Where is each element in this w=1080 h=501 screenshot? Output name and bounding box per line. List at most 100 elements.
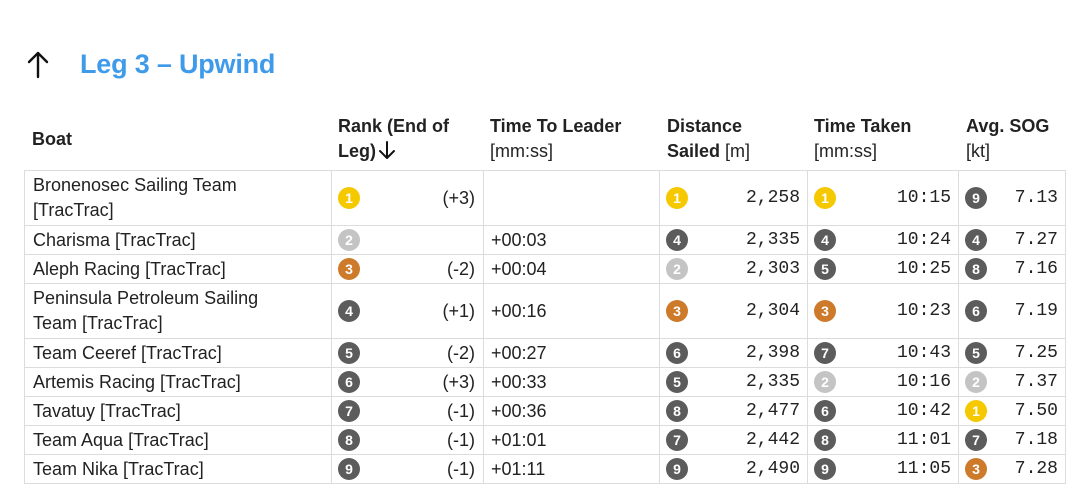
time-to-leader-value: +00:16 [491, 300, 547, 321]
time-taken-cell: 7 10:43 [807, 338, 959, 368]
distance-value: 2,477 [745, 401, 800, 421]
sog-value: 7.13 [1014, 188, 1058, 208]
boat-name-line1: Team Aqua [TracTrac] [33, 429, 209, 450]
sog-value: 7.27 [1014, 230, 1058, 250]
time-to-leader-value: +01:01 [491, 429, 547, 450]
table-row[interactable]: Team Nika [TracTrac] 9 (-1) +01:11 9 2,490 9 11… [24, 454, 1066, 484]
rank-badge: 2 [338, 229, 360, 251]
rank-badge: 5 [338, 342, 360, 364]
distance-value: 2,398 [745, 343, 800, 363]
table-row[interactable]: Charisma [TracTrac] 2 +00:03 4 2,335 4 10:24 4 7… [24, 225, 1066, 255]
sog-value: 7.19 [1014, 301, 1058, 321]
distance-rank-badge: 2 [666, 258, 688, 280]
distance-rank-badge: 9 [666, 458, 688, 480]
distance-cell: 3 2,304 [659, 283, 808, 339]
distance-value: 2,335 [745, 372, 800, 392]
column-header-avg-sog[interactable]: Avg. SOG [kt] [966, 116, 1050, 161]
time-taken-cell: 6 10:42 [807, 396, 959, 426]
time-taken-value: 10:42 [896, 401, 951, 421]
time-taken-rank-badge: 5 [814, 258, 836, 280]
avg-sog-cell: 2 7.37 [958, 367, 1066, 397]
sog-value: 7.37 [1014, 372, 1058, 392]
rank-change: (-1) [447, 458, 475, 479]
boat-name-cell: Tavatuy [TracTrac] [24, 396, 332, 426]
time-taken-cell: 1 10:15 [807, 170, 959, 226]
time-taken-value: 10:23 [896, 301, 951, 321]
arrow-up-icon [27, 51, 49, 79]
time-taken-rank-badge: 2 [814, 371, 836, 393]
time-taken-cell: 3 10:23 [807, 283, 959, 339]
table-row[interactable]: Tavatuy [TracTrac] 7 (-1) +00:36 8 2,477 6 10:4… [24, 396, 1066, 426]
table-row[interactable]: Team Aqua [TracTrac] 8 (-1) +01:01 7 2,442 8 11… [24, 425, 1066, 455]
arrow-down-icon [379, 141, 395, 159]
time-taken-rank-badge: 3 [814, 300, 836, 322]
time-taken-cell: 9 11:05 [807, 454, 959, 484]
sog-value: 7.16 [1014, 259, 1058, 279]
rank-change: (-1) [447, 429, 475, 450]
avg-sog-cell: 1 7.50 [958, 396, 1066, 426]
table-row[interactable]: Team Ceeref [TracTrac] 5 (-2) +00:27 6 2,398 7… [24, 338, 1066, 368]
rank-cell: 4 (+1) [331, 283, 484, 339]
boat-name-line1: Team Ceeref [TracTrac] [33, 342, 222, 363]
time-to-leader-cell: +00:33 [483, 367, 660, 397]
time-to-leader-cell: +00:04 [483, 254, 660, 284]
time-to-leader-cell: +01:11 [483, 454, 660, 484]
rank-cell: 9 (-1) [331, 454, 484, 484]
table-row[interactable]: Aleph Racing [TracTrac] 3 (-2) +00:04 2 2,303… [24, 254, 1066, 284]
column-header-rank[interactable]: Rank (End of Leg) [338, 116, 449, 161]
distance-cell: 9 2,490 [659, 454, 808, 484]
table-row[interactable]: Artemis Racing [TracTrac] 6 (+3) +00:33 5 2,3… [24, 367, 1066, 397]
sog-rank-badge: 3 [965, 458, 987, 480]
time-taken-cell: 5 10:25 [807, 254, 959, 284]
rank-badge: 8 [338, 429, 360, 451]
sog-value: 7.50 [1014, 401, 1058, 421]
rank-cell: 3 (-2) [331, 254, 484, 284]
boat-name-line1: Bronenosec Sailing Team [33, 175, 237, 195]
avg-sog-cell: 4 7.27 [958, 225, 1066, 255]
boat-name-cell: Artemis Racing [TracTrac] [24, 367, 332, 397]
leg-title: Leg 3 – Upwind [80, 49, 276, 79]
avg-sog-cell: 9 7.13 [958, 170, 1066, 226]
rank-change: (-2) [447, 258, 475, 279]
rank-change: (+1) [442, 300, 475, 321]
distance-value: 2,490 [745, 459, 800, 479]
boat-name-cell: Team Aqua [TracTrac] [24, 425, 332, 455]
rank-badge: 7 [338, 400, 360, 422]
rank-cell: 2 [331, 225, 484, 255]
column-header-boat[interactable]: Boat [32, 129, 72, 149]
time-taken-cell: 8 11:01 [807, 425, 959, 455]
rank-change: (-2) [447, 342, 475, 363]
distance-rank-badge: 7 [666, 429, 688, 451]
table-row[interactable]: Peninsula Petroleum Sailing Team [TracTra… [24, 283, 1066, 339]
rank-change: (+3) [442, 187, 475, 208]
sog-value: 7.18 [1014, 430, 1058, 450]
table-row[interactable]: Bronenosec Sailing Team [TracTrac] 1 (+3) 1 2… [24, 170, 1066, 226]
sog-rank-badge: 2 [965, 371, 987, 393]
boat-name-cell: Aleph Racing [TracTrac] [24, 254, 332, 284]
rank-badge: 1 [338, 187, 360, 209]
distance-value: 2,335 [745, 230, 800, 250]
results-table-body: Bronenosec Sailing Team [TracTrac] 1 (+3) 1 2… [24, 170, 1066, 484]
distance-cell: 8 2,477 [659, 396, 808, 426]
time-taken-rank-badge: 7 [814, 342, 836, 364]
avg-sog-cell: 8 7.16 [958, 254, 1066, 284]
distance-value: 2,304 [745, 301, 800, 321]
distance-cell: 2 2,303 [659, 254, 808, 284]
column-header-distance[interactable]: Distance Sailed [m] [667, 116, 751, 161]
column-header-time-taken[interactable]: Time Taken [mm:ss] [814, 116, 912, 161]
sog-rank-badge: 1 [965, 400, 987, 422]
time-taken-value: 11:05 [896, 459, 951, 479]
time-taken-value: 10:15 [896, 188, 951, 208]
time-taken-rank-badge: 1 [814, 187, 836, 209]
boat-name-line1: Tavatuy [TracTrac] [33, 400, 181, 421]
time-taken-rank-badge: 8 [814, 429, 836, 451]
avg-sog-cell: 3 7.28 [958, 454, 1066, 484]
sog-rank-badge: 4 [965, 229, 987, 251]
rank-cell: 5 (-2) [331, 338, 484, 368]
time-to-leader-cell: +00:03 [483, 225, 660, 255]
column-header-time-to-leader[interactable]: Time To Leader [mm:ss] [490, 116, 622, 161]
avg-sog-cell: 7 7.18 [958, 425, 1066, 455]
boat-name-cell: Bronenosec Sailing Team [TracTrac] [24, 170, 332, 226]
boat-name-line1: Artemis Racing [TracTrac] [33, 371, 241, 392]
distance-value: 2,442 [745, 430, 800, 450]
